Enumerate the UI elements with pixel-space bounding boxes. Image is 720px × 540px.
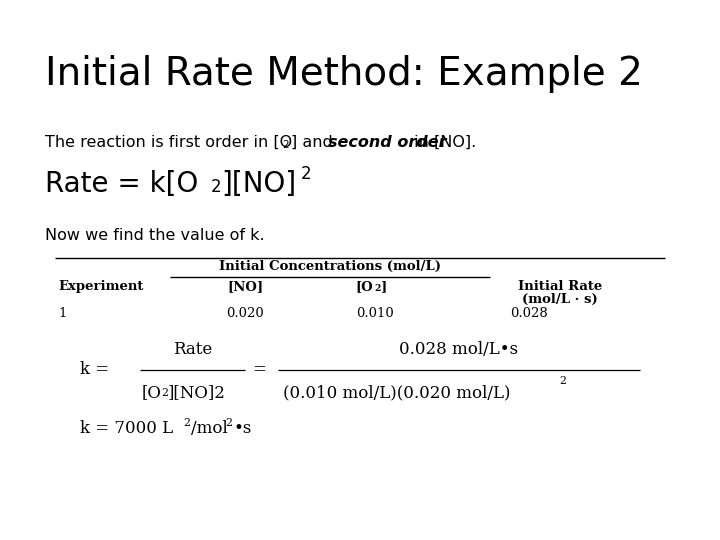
Text: 2: 2 [301, 165, 312, 183]
Text: The reaction is first order in [O: The reaction is first order in [O [45, 135, 292, 150]
Text: 0.028 mol/L•s: 0.028 mol/L•s [400, 341, 518, 358]
Text: ] and: ] and [291, 135, 338, 150]
Text: (0.010 mol/L)(0.020 mol/L): (0.010 mol/L)(0.020 mol/L) [283, 384, 510, 401]
Text: ][NO]2: ][NO]2 [168, 384, 226, 401]
Text: Rate = k[O: Rate = k[O [45, 170, 198, 198]
Text: •s: •s [233, 420, 251, 437]
Text: [O: [O [142, 384, 162, 401]
Text: 0.020: 0.020 [226, 307, 264, 320]
Text: 2: 2 [559, 376, 566, 386]
Text: Experiment: Experiment [58, 280, 143, 293]
Text: /mol: /mol [191, 420, 228, 437]
Text: 2: 2 [374, 284, 380, 293]
Text: 2: 2 [161, 388, 168, 398]
Text: =: = [252, 361, 266, 379]
Text: Initial Rate Method: Example 2: Initial Rate Method: Example 2 [45, 55, 643, 93]
Text: ][NO]: ][NO] [221, 170, 296, 198]
Text: ]: ] [381, 280, 387, 293]
Text: Initial Concentrations (mol/L): Initial Concentrations (mol/L) [219, 260, 441, 273]
Text: Now we find the value of k.: Now we find the value of k. [45, 228, 265, 243]
Text: 2: 2 [211, 178, 222, 196]
Text: 2: 2 [183, 418, 190, 428]
Text: 0.010: 0.010 [356, 307, 394, 320]
Text: 2: 2 [225, 418, 232, 428]
Text: (mol/L · s): (mol/L · s) [522, 293, 598, 306]
Text: 1: 1 [58, 307, 66, 320]
Text: Rate: Rate [173, 341, 212, 358]
Text: second order: second order [328, 135, 446, 150]
Text: 2: 2 [282, 140, 289, 150]
Text: k =: k = [80, 361, 109, 379]
Text: in [NO].: in [NO]. [409, 135, 476, 150]
Text: [O: [O [355, 280, 373, 293]
Text: Initial Rate: Initial Rate [518, 280, 602, 293]
Text: k = 7000 L: k = 7000 L [80, 420, 173, 437]
Text: 0.028: 0.028 [510, 307, 548, 320]
Text: [NO]: [NO] [227, 280, 263, 293]
